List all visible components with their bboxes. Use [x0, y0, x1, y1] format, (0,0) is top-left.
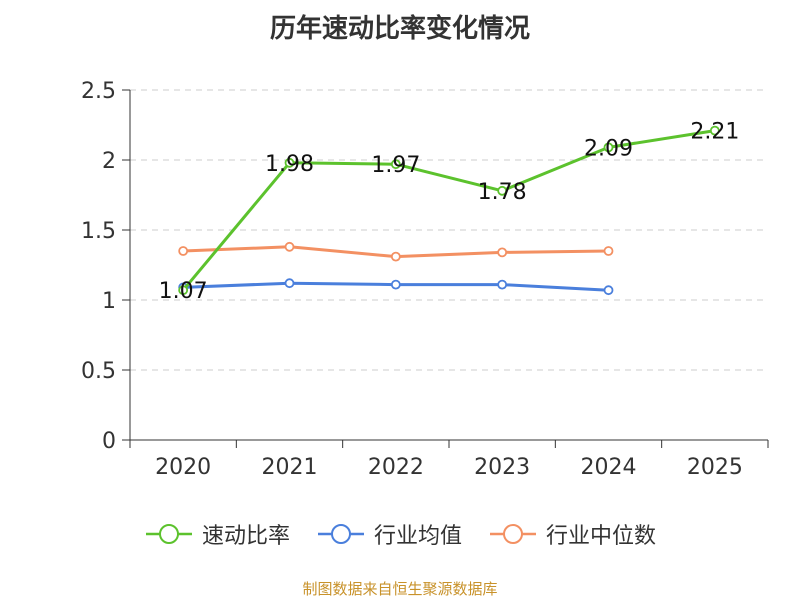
y-tick-label: 0: [102, 429, 116, 454]
series-line: [182, 129, 716, 292]
legend-item[interactable]: 行业中位数: [488, 518, 656, 550]
legend-label: 行业中位数: [546, 524, 657, 549]
y-tick-label: 0.5: [81, 359, 116, 384]
y-tick-label: 2.5: [81, 79, 116, 104]
x-tick-label: 2021: [262, 455, 318, 480]
data-label: 2.21: [690, 120, 739, 145]
data-point: [497, 247, 508, 258]
axes: 0 0.5 1 1.5 2 2.5 2020 2021 2022 2023 2024 2025: [81, 79, 769, 480]
data-label: 2.09: [584, 136, 633, 161]
data-point: [603, 142, 614, 153]
data-point: [390, 159, 401, 170]
legend-label: 行业均值: [373, 524, 462, 549]
legend-swatch: [145, 524, 192, 544]
legend-swatch-marker: [158, 524, 179, 544]
y-tick-label: 2: [102, 149, 116, 174]
data-label: 1.98: [265, 152, 314, 177]
data-point: [284, 157, 295, 168]
y-tick-label: 1: [102, 289, 116, 314]
data-point: [497, 279, 508, 290]
x-tick-label: 2023: [474, 455, 530, 480]
data-point: [390, 251, 401, 262]
data-point: [603, 285, 614, 296]
gridlines: [130, 89, 768, 371]
data-point: [178, 246, 189, 256]
data-label: 1.07: [159, 279, 208, 304]
data-point: [603, 246, 614, 256]
legend-swatch: [490, 524, 536, 544]
data-point: [284, 278, 295, 289]
legend-label: 速动比率: [201, 524, 290, 549]
data-point: [178, 285, 189, 296]
data-labels: 1.07 1.98 1.97 1.78 2.09 2.21: [159, 120, 740, 305]
data-point: [284, 241, 295, 252]
x-tick-label: 2020: [155, 455, 211, 480]
legend-swatch-marker: [503, 524, 523, 544]
legend-item[interactable]: 速动比率: [144, 518, 290, 550]
x-tick-label: 2022: [368, 455, 424, 480]
legend-swatch: [317, 524, 364, 544]
data-point: [709, 125, 720, 136]
legend: 速动比率 行业均值 行业中位数: [0, 518, 800, 550]
data-point: [390, 279, 401, 290]
data-label: 1.78: [478, 180, 527, 205]
y-tick-label: 1.5: [81, 219, 116, 244]
data-label: 1.97: [371, 153, 420, 178]
data-point: [497, 185, 508, 196]
series: [178, 125, 720, 296]
x-tick-label: 2025: [687, 455, 743, 480]
x-tick-label: 2024: [581, 455, 637, 480]
legend-item[interactable]: 行业均值: [316, 518, 462, 550]
legend-swatch-marker: [330, 524, 351, 544]
chart-title: 历年速动比率变化情况: [269, 14, 530, 44]
source-note: 制图数据来自恒生聚源数据库: [302, 580, 498, 598]
